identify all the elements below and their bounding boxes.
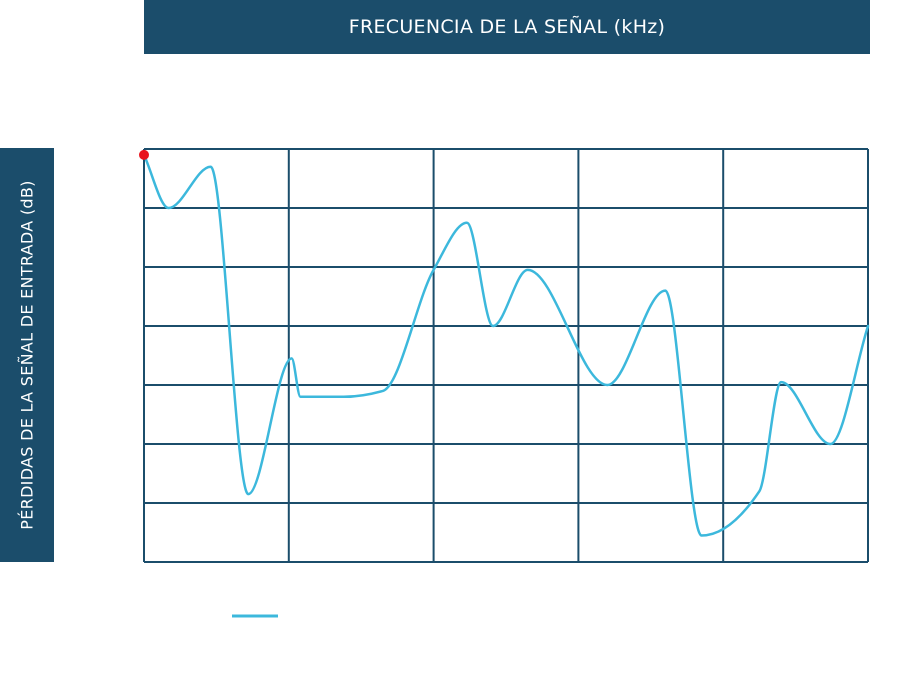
series-layer <box>139 149 870 537</box>
y-axis-title-banner: PÉRDIDAS DE LA SEÑAL DE ENTRADA (dB) <box>0 148 54 562</box>
series-start-marker <box>139 149 149 160</box>
series-line <box>142 153 870 537</box>
x-axis-title: FRECUENCIA DE LA SEÑAL (kHz) <box>348 16 666 38</box>
x-axis-title-banner: FRECUENCIA DE LA SEÑAL (kHz) <box>144 0 870 54</box>
grid <box>143 148 869 563</box>
